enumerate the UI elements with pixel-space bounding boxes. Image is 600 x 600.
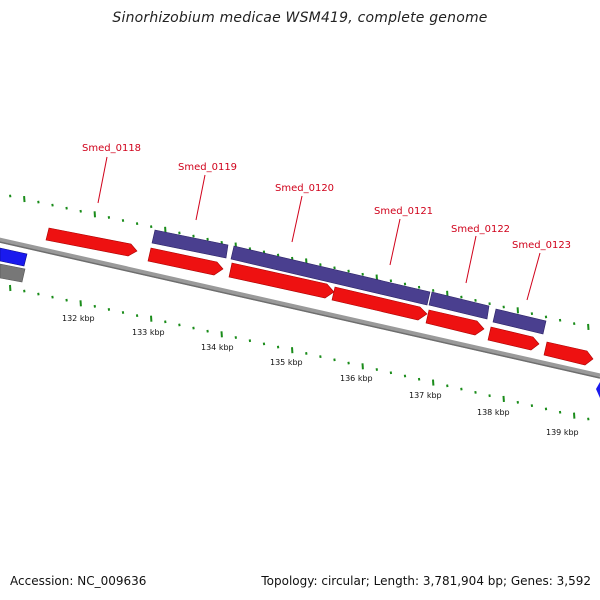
kbp-label-134: 134 kbp: [201, 343, 234, 352]
gene-arrow-smed-0123[interactable]: [487, 326, 540, 351]
cds-feature-smed-0119[interactable]: [151, 229, 229, 259]
accession-text: Accession: NC_009636: [10, 574, 147, 588]
genome-backbone-shade: [0, 241, 600, 379]
kbp-label-139: 139 kbp: [546, 428, 579, 437]
kbp-label-135: 135 kbp: [270, 358, 303, 367]
gene-arrow-smed-0122[interactable]: [425, 309, 485, 336]
gene-arrow-smed-0118[interactable]: [45, 227, 138, 257]
kbp-label-136: 136 kbp: [340, 374, 373, 383]
other-gene-feature[interactable]: [0, 263, 26, 283]
reverse-gene-feature[interactable]: [0, 247, 28, 267]
gene-arrow-next[interactable]: [543, 341, 594, 366]
kbp-label-132: 132 kbp: [62, 314, 95, 323]
gene-arrow-smed-0119[interactable]: [147, 247, 224, 276]
genome-stats-text: Topology: circular; Length: 3,781,904 bp…: [261, 574, 591, 588]
gene-label-smed-0120[interactable]: Smed_0120: [275, 183, 334, 194]
gene-label-smed-0122[interactable]: Smed_0122: [451, 224, 510, 235]
page-title: Sinorhizobium medicae WSM419, complete g…: [112, 10, 488, 26]
kbp-label-137: 137 kbp: [409, 391, 442, 400]
inner-tick-ring: [9, 284, 590, 421]
gene-label-smed-0118[interactable]: Smed_0118: [82, 143, 141, 154]
gene-label-lines: [97, 156, 541, 301]
kbp-label-138: 138 kbp: [477, 408, 510, 417]
gene-label-smed-0119[interactable]: Smed_0119: [178, 162, 237, 173]
gene-label-smed-0121[interactable]: Smed_0121: [374, 206, 433, 217]
gene-label-smed-0123[interactable]: Smed_0123: [512, 240, 571, 251]
gene-arrow-smed-0121[interactable]: [331, 286, 428, 321]
gene-arrow-smed-0120[interactable]: [228, 262, 335, 299]
kbp-label-133: 133 kbp: [132, 328, 165, 337]
outer-tick-ring: [9, 194, 590, 331]
genome-backbone: [0, 237, 600, 379]
reverse-gene-feature[interactable]: [596, 382, 600, 398]
cds-feature-smed-0123[interactable]: [492, 308, 547, 335]
cds-feature-smed-0120[interactable]: [230, 245, 431, 306]
cds-feature-smed-0122[interactable]: [428, 291, 490, 320]
